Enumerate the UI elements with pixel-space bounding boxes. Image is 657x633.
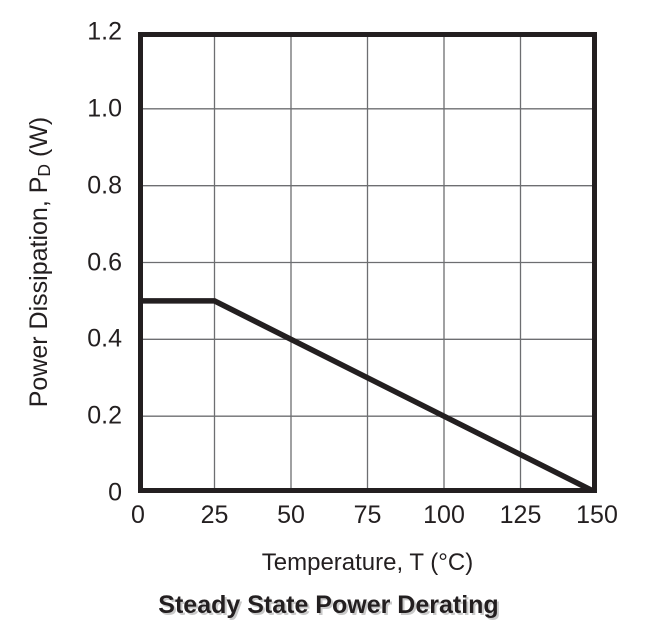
- x-tick-label: 0: [131, 501, 145, 529]
- derating-curve: [138, 298, 597, 493]
- x-axis-tick-labels: 0 25 50 75 100 125 150: [131, 501, 618, 529]
- x-tick-label: 150: [576, 501, 618, 529]
- y-axis-tick-labels: 0 0.2 0.4 0.6 0.8 1.0 1.2: [0, 18, 126, 507]
- x-tick-label: 100: [423, 501, 465, 529]
- y-tick-label: 0.8: [87, 171, 122, 200]
- y-tick-label: 1.2: [87, 17, 122, 46]
- plot-frame: [138, 32, 597, 493]
- x-tick-label: 125: [499, 501, 542, 529]
- x-tick-label: 25: [200, 501, 229, 529]
- derating-chart-canvas: [138, 32, 597, 493]
- chart-title: Steady State Power Derating: [158, 591, 499, 619]
- x-axis-title: Temperature, T (°C): [261, 549, 474, 576]
- y-tick-label: 0.2: [87, 401, 122, 430]
- plot-area: [138, 32, 597, 493]
- y-tick-label: 0: [108, 478, 122, 507]
- x-tick-label: 75: [353, 501, 382, 529]
- y-tick-label: 1.0: [87, 94, 122, 123]
- y-tick-label: 0.6: [87, 248, 122, 276]
- y-tick-label: 0.4: [87, 324, 122, 353]
- x-tick-label: 50: [277, 501, 305, 529]
